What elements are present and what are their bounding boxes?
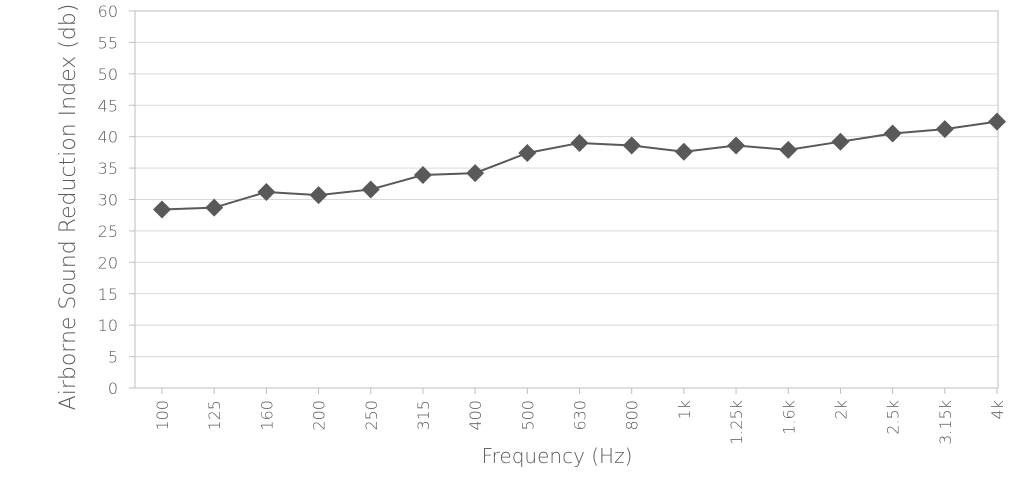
x-tick-label: 630 bbox=[571, 400, 590, 431]
x-tick-label: 315 bbox=[414, 400, 433, 431]
x-tick-label: 160 bbox=[257, 400, 276, 431]
y-tick-label: 30 bbox=[98, 191, 118, 210]
y-tick-label: 10 bbox=[98, 316, 118, 335]
y-tick-label: 5 bbox=[108, 348, 118, 367]
x-tick-label: 500 bbox=[518, 400, 537, 431]
data-point bbox=[935, 120, 954, 139]
y-tick-label: 20 bbox=[98, 253, 118, 272]
y-tick-label: 15 bbox=[98, 285, 118, 304]
y-tick-label: 0 bbox=[108, 379, 118, 398]
data-point bbox=[988, 112, 1006, 131]
data-point bbox=[309, 186, 328, 205]
x-axis-title: Frequency (Hz) bbox=[482, 444, 633, 468]
y-tick-label: 45 bbox=[98, 96, 118, 115]
data-point bbox=[622, 136, 641, 155]
x-tick-label: 1.25k bbox=[727, 400, 746, 445]
data-point bbox=[257, 182, 276, 201]
y-axis-title: Airborne Sound Reduction Index (db) bbox=[56, 4, 81, 411]
x-tick-label: 2k bbox=[831, 400, 850, 419]
y-tick-label: 40 bbox=[98, 128, 118, 147]
x-tick-label: 250 bbox=[362, 400, 381, 431]
x-tick-label: 2.5k bbox=[884, 400, 903, 435]
y-tick-label: 60 bbox=[98, 2, 118, 21]
data-point bbox=[831, 132, 850, 151]
x-tick-label: 125 bbox=[205, 400, 224, 431]
data-point bbox=[361, 180, 380, 199]
x-tick-label: 1k bbox=[675, 400, 694, 419]
data-point bbox=[570, 133, 589, 152]
data-point bbox=[518, 144, 537, 163]
x-tick-label: 200 bbox=[310, 400, 329, 431]
x-tick-label: 800 bbox=[623, 400, 642, 431]
data-point bbox=[153, 200, 171, 219]
data-point bbox=[727, 136, 746, 155]
data-point bbox=[779, 140, 798, 159]
data-point bbox=[205, 198, 224, 217]
x-tick-label: 100 bbox=[153, 400, 172, 431]
data-point bbox=[413, 165, 432, 184]
data-point bbox=[883, 124, 902, 143]
data-point bbox=[674, 142, 693, 161]
data-point bbox=[466, 164, 485, 183]
x-tick-label: 3.15k bbox=[936, 400, 955, 445]
y-tick-label: 55 bbox=[98, 33, 118, 52]
y-tick-label: 50 bbox=[98, 65, 118, 84]
y-tick-label: 35 bbox=[98, 159, 118, 178]
plot-frame bbox=[134, 10, 999, 389]
y-tick-label: 25 bbox=[98, 222, 118, 241]
x-tick-label: 4k bbox=[988, 400, 1007, 419]
x-tick-label: 1.6k bbox=[779, 400, 798, 435]
x-tick-label: 400 bbox=[466, 400, 485, 431]
